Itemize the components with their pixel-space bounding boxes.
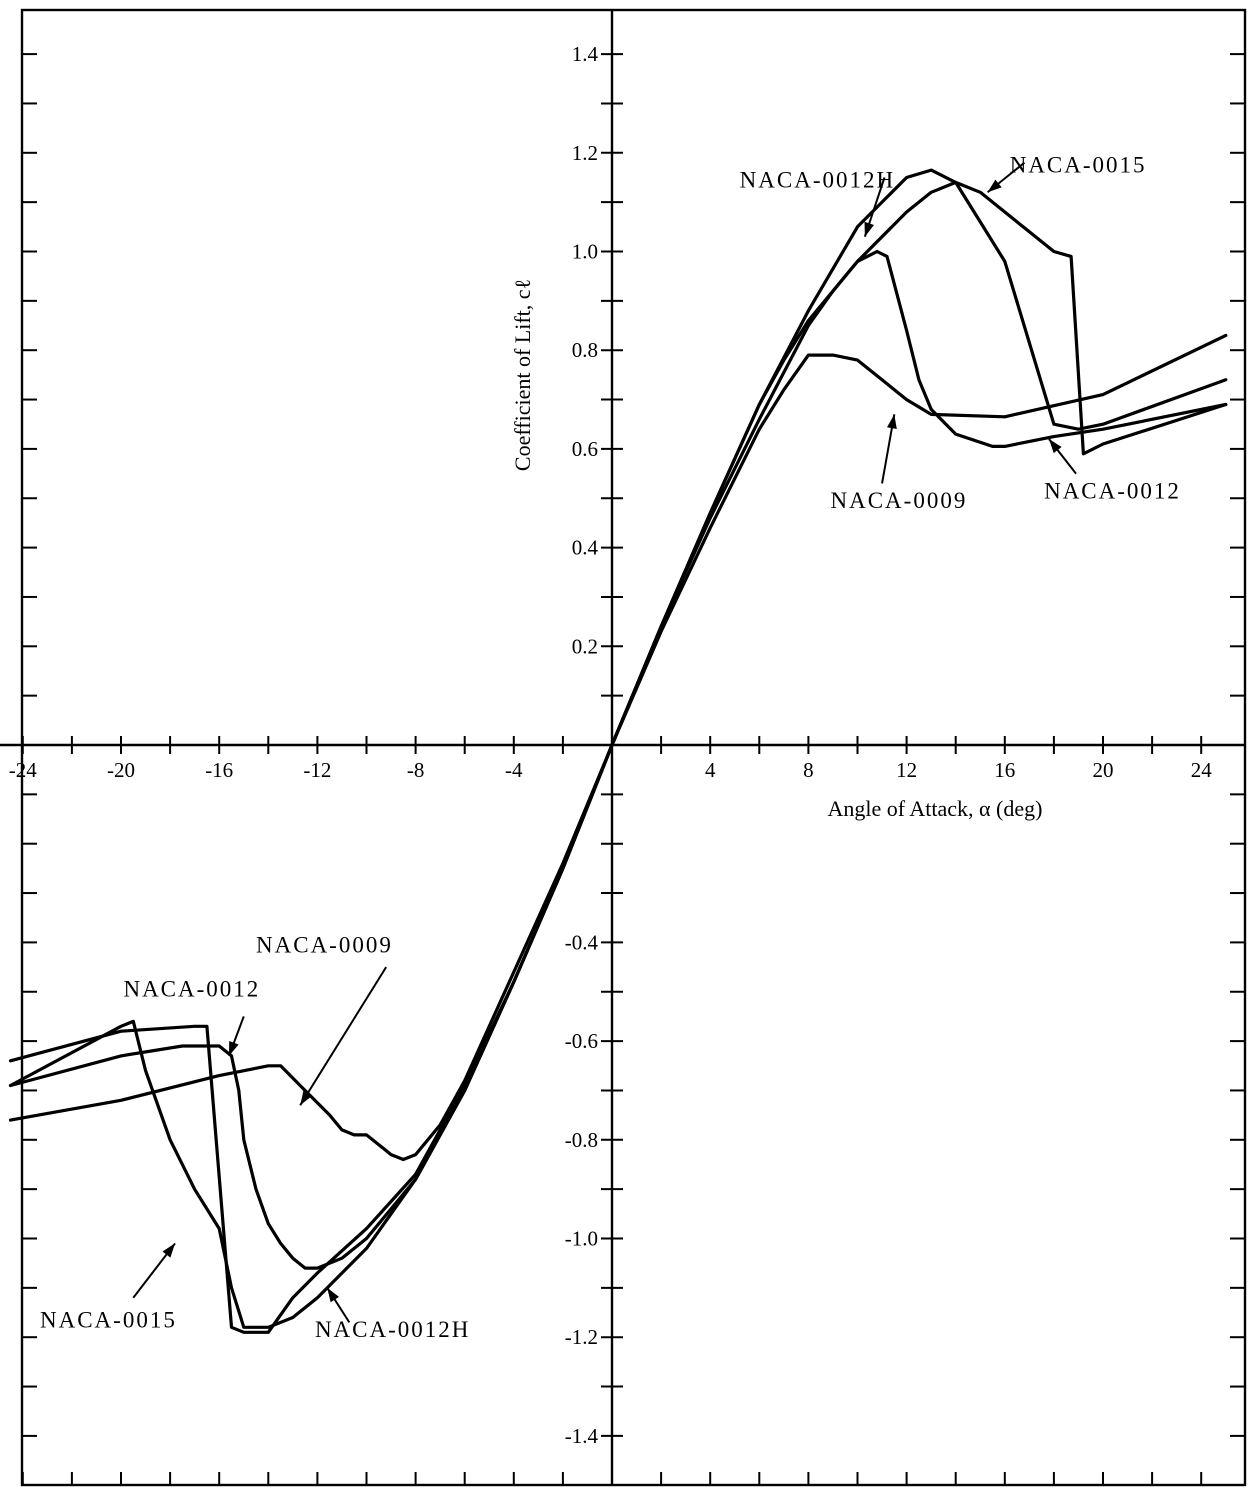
y-tick-label: 1.0 [572, 240, 598, 264]
y-tick-label: -0.8 [565, 1128, 598, 1152]
x-tick-label: -16 [205, 758, 233, 782]
series-line-naca-0009 [8, 333, 1228, 1162]
y-tick-label: -0.6 [565, 1029, 598, 1053]
y-tick-label: 0.4 [572, 536, 599, 560]
series-line-naca-0012 [8, 249, 1228, 1270]
x-tick-label: -20 [107, 758, 135, 782]
plot-frame [20, 8, 1247, 1487]
y-tick-label: 0.6 [572, 437, 598, 461]
annotation-arrowhead [987, 179, 1002, 193]
x-tick-label: 24 [1191, 758, 1213, 782]
annotation-leader [299, 966, 387, 1106]
annotation-arrowhead [1049, 439, 1062, 454]
y-tick-label: 0.2 [572, 634, 598, 658]
series-line-naca-0015 [8, 180, 1228, 1334]
series-line-naca-0012h [8, 168, 1228, 1329]
annotation-naca-0015: NACA-0015 [40, 1307, 177, 1332]
x-tick-label: 12 [896, 758, 917, 782]
annotation-arrowhead [327, 1287, 339, 1303]
annotation-naca-0012h: NACA-0012H [740, 167, 895, 192]
tick-marks [21, 53, 1245, 1485]
x-tick-label: 4 [705, 758, 716, 782]
x-axis-label: Angle of Attack, α (deg) [828, 796, 1043, 821]
y-tick-label: 1.4 [572, 42, 599, 66]
annotation-arrowhead [887, 414, 897, 429]
x-tick-label: -24 [9, 758, 37, 782]
x-tick-label: 16 [994, 758, 1015, 782]
annotation-arrowhead [229, 1041, 239, 1056]
x-tick-label: -8 [407, 758, 425, 782]
tick-labels: -24 -20 -16 -12 -8 -4 4 8 12 16 20 24 1.4 1.2 1.0 0.8 0.… [9, 42, 1212, 1448]
y-tick-label: -0.4 [565, 930, 599, 954]
series-annotations: NACA-0012H NACA-0015 NACA-0009 NACA-0012 NAC… [40, 153, 1181, 1343]
annotation-arrowhead [300, 1090, 312, 1106]
y-tick-label: -1.0 [565, 1227, 598, 1251]
x-tick-label: 8 [803, 758, 814, 782]
y-tick-label: 0.8 [572, 338, 598, 362]
x-tick-label: -4 [505, 758, 523, 782]
annotation-naca-0009: NACA-0009 [830, 488, 967, 513]
annotation-naca-0012h: NACA-0012H [315, 1317, 470, 1342]
annotation-naca-0012: NACA-0012 [123, 977, 260, 1002]
annotation-arrowhead [162, 1243, 175, 1258]
y-tick-label: -1.4 [565, 1424, 599, 1448]
annotation-naca-0012: NACA-0012 [1044, 478, 1181, 503]
annotation-arrowhead [864, 221, 874, 237]
series-curves [8, 168, 1228, 1334]
x-tick-label: -12 [303, 758, 331, 782]
annotation-naca-0009: NACA-0009 [256, 932, 393, 957]
y-tick-label: -1.2 [565, 1325, 598, 1349]
x-tick-label: 20 [1093, 758, 1114, 782]
y-tick-label: 1.2 [572, 141, 598, 165]
annotation-naca-0015: NACA-0015 [1010, 153, 1147, 178]
y-axis-label: Coefficient of Lift, cℓ [510, 279, 535, 471]
